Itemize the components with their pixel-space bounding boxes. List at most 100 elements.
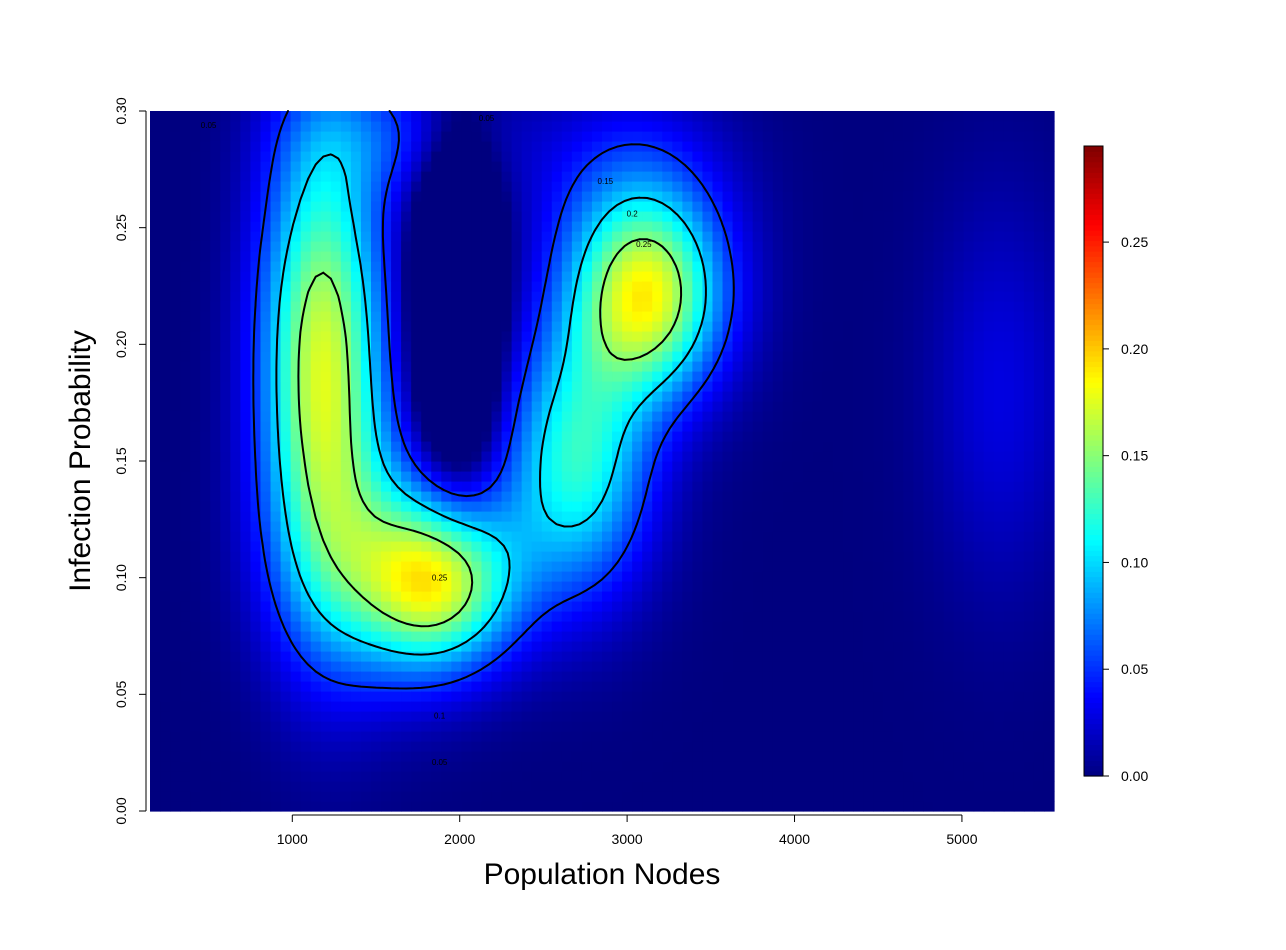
heatmap-cell (602, 181, 613, 192)
heatmap-cell (612, 481, 623, 492)
heatmap-cell (742, 611, 754, 622)
heatmap-cell (772, 381, 784, 392)
heatmap-cell (381, 161, 392, 172)
heatmap-cell (762, 731, 774, 742)
heatmap-cell (150, 271, 161, 282)
heatmap-cell (632, 731, 643, 742)
heatmap-cell (330, 191, 342, 202)
heatmap-cell (190, 621, 201, 632)
heatmap-cell (792, 451, 804, 462)
heatmap-cell (672, 501, 683, 512)
heatmap-cell (360, 521, 372, 532)
heatmap-cell (843, 491, 854, 502)
heatmap-cell (471, 121, 483, 132)
heatmap-cell (742, 741, 754, 752)
heatmap-cell (170, 531, 181, 542)
heatmap-cell (712, 191, 724, 202)
heatmap-cell (802, 441, 814, 452)
heatmap-cell (642, 211, 653, 222)
heatmap-cell (230, 571, 241, 582)
heatmap-cell (491, 551, 503, 562)
heatmap-cell (752, 681, 764, 692)
heatmap-cell (240, 471, 252, 482)
heatmap-cell (672, 761, 683, 772)
heatmap-cell (652, 161, 663, 172)
heatmap-cell (833, 361, 844, 372)
heatmap-cell (833, 431, 844, 442)
heatmap-cell (360, 121, 372, 132)
heatmap-cell (230, 761, 241, 772)
heatmap-cell (370, 371, 382, 382)
heatmap-cell (551, 251, 563, 262)
heatmap-cell (612, 531, 623, 542)
heatmap-cell (190, 311, 201, 322)
heatmap-cell (521, 351, 533, 362)
heatmap-cell (441, 471, 452, 482)
heatmap-cell (762, 311, 774, 322)
heatmap-cell (320, 181, 332, 192)
heatmap-cell (642, 401, 653, 412)
heatmap-cell (762, 511, 774, 522)
heatmap-cell (360, 461, 372, 472)
heatmap-cell (330, 311, 342, 322)
heatmap-cell (732, 771, 744, 782)
heatmap-cell (612, 491, 623, 502)
heatmap-cell (752, 651, 764, 662)
heatmap-cell (210, 771, 221, 782)
heatmap-cell (571, 591, 583, 602)
heatmap-cell (792, 511, 804, 522)
heatmap-cell (220, 551, 231, 562)
heatmap-cell (772, 771, 784, 782)
heatmap-cell (581, 251, 593, 262)
heatmap-cell (190, 341, 201, 352)
heatmap-cell (762, 321, 774, 332)
heatmap-cell (290, 221, 302, 232)
heatmap-cell (250, 221, 262, 232)
heatmap-cell (260, 801, 272, 812)
heatmap-cell (752, 391, 764, 402)
heatmap-cell (200, 531, 211, 542)
heatmap-cell (501, 461, 513, 472)
heatmap-cell (843, 651, 854, 662)
heatmap-cell (210, 641, 221, 652)
heatmap-cell (471, 451, 483, 462)
heatmap-cell (822, 201, 834, 212)
heatmap-cell (511, 521, 523, 532)
heatmap-cell (732, 241, 744, 252)
heatmap-cell (712, 481, 724, 492)
heatmap-cell (360, 601, 372, 612)
heatmap-cell (612, 591, 623, 602)
heatmap-cell (240, 461, 252, 472)
heatmap-cell (160, 121, 171, 132)
heatmap-cell (802, 501, 814, 512)
heatmap-cell (250, 651, 262, 662)
heatmap-cell (280, 481, 292, 492)
heatmap-cell (461, 181, 473, 192)
heatmap-cell (531, 251, 543, 262)
heatmap-cell (632, 311, 643, 322)
heatmap-cell (792, 141, 804, 152)
heatmap-cell (602, 701, 613, 712)
heatmap-cell (531, 741, 543, 752)
heatmap-cell (471, 251, 483, 262)
heatmap-cell (662, 571, 673, 582)
heatmap-cell (260, 781, 272, 792)
heatmap-cell (682, 701, 693, 712)
heatmap-cell (310, 421, 322, 432)
heatmap-cell (652, 181, 663, 192)
heatmap-cell (591, 701, 603, 712)
heatmap-cell (822, 611, 834, 622)
heatmap-cell (350, 691, 362, 702)
heatmap-cell (360, 111, 372, 122)
heatmap-cell (833, 691, 844, 702)
heatmap-cell (712, 701, 724, 712)
heatmap-cell (772, 171, 784, 182)
heatmap-cell (822, 361, 834, 372)
heatmap-cell (833, 421, 844, 432)
heatmap-cell (702, 311, 714, 322)
heatmap-cell (180, 121, 191, 132)
heatmap-cell (853, 511, 864, 522)
heatmap-cell (612, 231, 623, 242)
heatmap-cell (702, 581, 714, 592)
heatmap-cell (461, 231, 473, 242)
